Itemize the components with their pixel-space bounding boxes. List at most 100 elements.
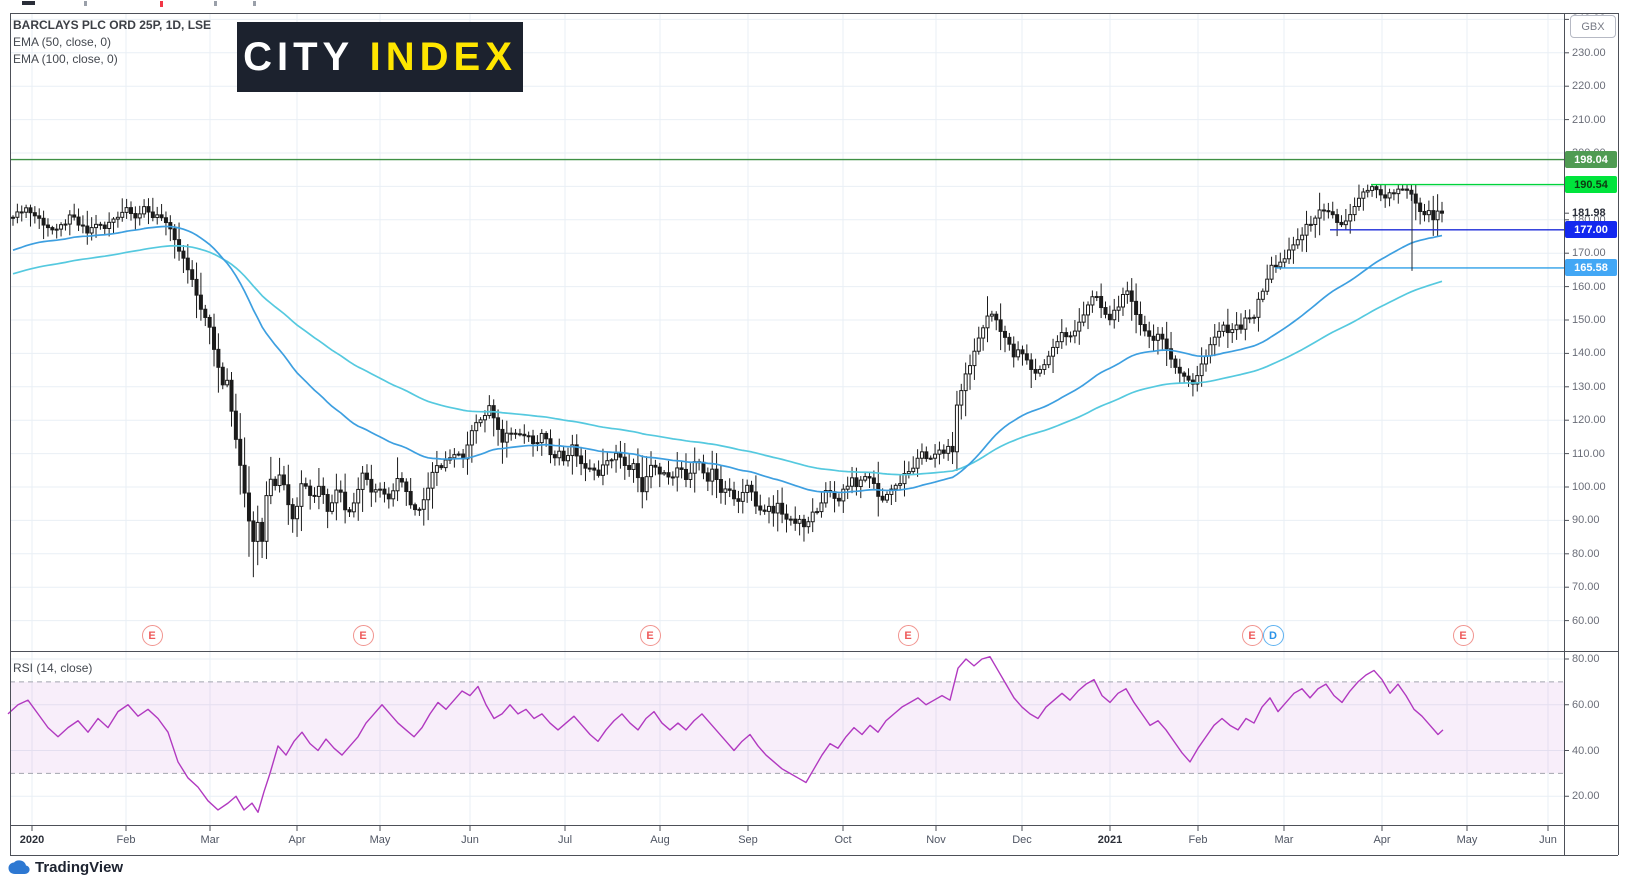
time-axis-label: Mar [1274, 834, 1294, 846]
candle-body [893, 484, 898, 490]
candle-body [1055, 341, 1060, 348]
price-axis-label: 210.00 [1572, 113, 1606, 126]
candle-body [430, 471, 435, 489]
candle-body [312, 494, 317, 497]
candle-body [150, 211, 155, 219]
candle-body [1212, 336, 1217, 346]
candle-body [740, 491, 745, 502]
tradingview-logo[interactable]: TradingView [8, 858, 123, 877]
earnings-marker[interactable]: E [1452, 625, 1474, 646]
candle-body [858, 479, 863, 488]
tradingview-cloud-icon [8, 860, 30, 874]
candle-body [1112, 309, 1117, 321]
earnings-marker[interactable]: E [1241, 625, 1263, 646]
candle-body [163, 217, 168, 224]
candle-body [548, 438, 553, 456]
candle-body [1169, 348, 1174, 360]
candle-body [85, 225, 90, 234]
candle-body [1173, 358, 1178, 368]
indicator-label-ema50[interactable]: EMA (50, close, 0) [13, 35, 112, 49]
candle-body [1064, 332, 1069, 338]
candle-body [1282, 258, 1287, 263]
candle-body [426, 487, 431, 501]
candle-body [609, 459, 614, 462]
earnings-marker[interactable]: E [141, 625, 163, 646]
earnings-marker[interactable]: E [352, 625, 374, 646]
candle-body [745, 484, 750, 493]
time-axis-label: Nov [926, 834, 946, 846]
candle-body [1405, 188, 1410, 191]
candle-body [596, 469, 601, 476]
candle-body [976, 337, 981, 352]
candle-body [63, 223, 68, 226]
candle-body [120, 211, 125, 218]
candle-body [954, 404, 959, 453]
candle-body [1313, 217, 1318, 226]
candle-body [1094, 295, 1099, 298]
candle-body [732, 489, 737, 500]
clipped-toolbar-fragment [160, 1, 163, 7]
candle-body [981, 327, 986, 339]
candle-body [1020, 349, 1025, 355]
time-axis-label: Apr [1373, 834, 1391, 846]
time-axis-label: Jul [557, 834, 573, 846]
candle-body [1435, 210, 1440, 221]
time-axis-label: Feb [116, 834, 136, 846]
candle-body [11, 216, 15, 219]
clipped-toolbar-fragment [84, 1, 87, 6]
candle-body [330, 502, 335, 512]
candle-body [950, 445, 955, 453]
rsi-indicator-label[interactable]: RSI (14, close) [13, 661, 93, 675]
candle-body [98, 223, 103, 226]
candle-body [531, 435, 536, 445]
candle-body [80, 224, 85, 227]
symbol-title[interactable]: BARCLAYS PLC ORD 25P, 1D, LSE [13, 18, 212, 32]
candle-body [1422, 210, 1427, 216]
candle-body [627, 464, 632, 470]
currency-badge[interactable]: GBX [1570, 15, 1616, 38]
candle-body [806, 521, 811, 528]
candle-body [561, 450, 566, 462]
earnings-marker[interactable]: E [639, 625, 661, 646]
candle-body [1116, 306, 1121, 311]
indicator-label-ema100[interactable]: EMA (100, close, 0) [13, 52, 118, 66]
candle-body [373, 489, 378, 493]
candle-body [19, 211, 24, 214]
candle-body [434, 465, 439, 473]
candle-body [517, 433, 522, 436]
candle-body [552, 454, 557, 459]
candle-body [1103, 307, 1108, 315]
chart-legend: BARCLAYS PLC ORD 25P, 1D, LSE EMA (50, c… [13, 17, 211, 68]
candle-body [1343, 220, 1348, 226]
candle-body [89, 227, 94, 234]
candle-body [1077, 321, 1082, 332]
candle-body [801, 518, 806, 528]
candle-body [788, 518, 793, 521]
candle-body [1361, 191, 1366, 199]
candle-body [1260, 290, 1265, 300]
candle-body [500, 428, 505, 443]
time-axis-label: Feb [1188, 834, 1208, 846]
candle-body [679, 467, 684, 470]
candle-body [928, 457, 933, 460]
candle-body [1147, 330, 1152, 337]
candle-body [1024, 353, 1029, 361]
ema100-line [12, 244, 1443, 476]
candle-body [513, 432, 518, 435]
earnings-marker[interactable]: E [897, 625, 919, 646]
candle-body [76, 216, 81, 226]
candle-body [277, 474, 282, 487]
candle-body [762, 509, 767, 512]
candle-body [1177, 366, 1182, 374]
candle-body [1431, 210, 1436, 221]
candle-body [889, 488, 894, 495]
candle-body [649, 464, 654, 478]
candle-body [59, 224, 64, 230]
candle-body [238, 438, 243, 466]
dividend-marker[interactable]: D [1262, 625, 1284, 646]
candle-body [225, 379, 230, 386]
rsi-axis-label: 20.00 [1572, 790, 1600, 803]
candle-body [767, 505, 772, 512]
candle-body [364, 472, 369, 480]
